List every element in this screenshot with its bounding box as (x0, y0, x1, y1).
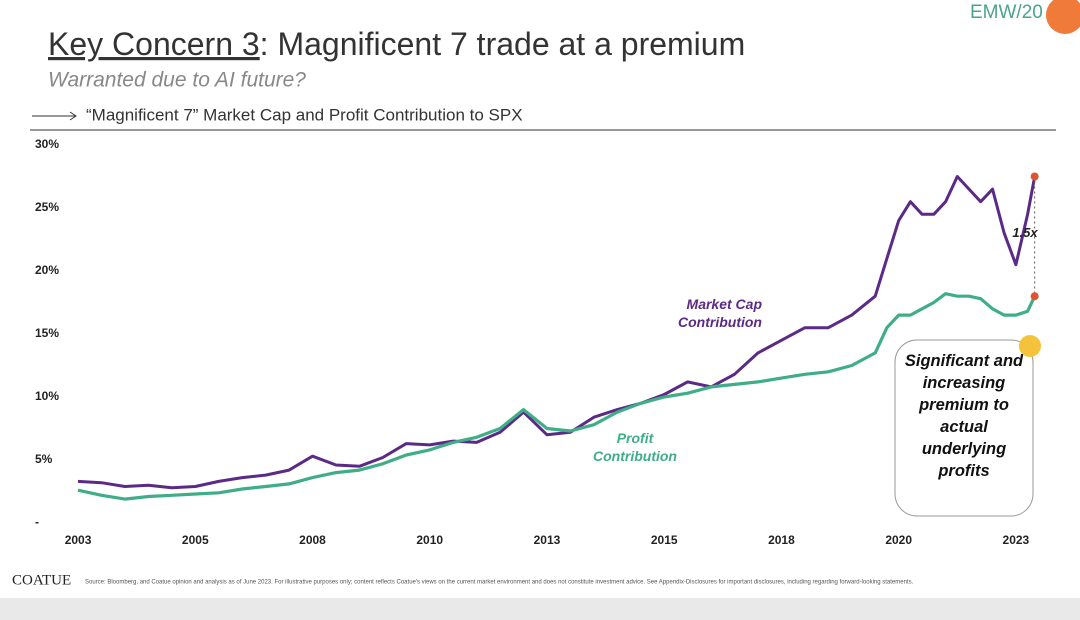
callout-box (894, 339, 1034, 517)
callout-text: Significant and increasing premium to ac… (904, 352, 1024, 480)
series-annotation: Market Cap Contribution (678, 296, 762, 330)
subtitle: Warranted due to AI future? (48, 69, 306, 92)
title-underlined: Key Concern 3 (48, 26, 260, 62)
y-tick-label: 15% (35, 326, 59, 340)
series-annotation: Profit Contribution (593, 430, 677, 464)
x-tick-label: 2023 (1003, 533, 1030, 547)
footer-band (0, 598, 1080, 620)
brand-icon (1046, 0, 1080, 34)
series-line (77, 292, 1037, 501)
ratio-label: 1.5x (1012, 225, 1038, 240)
y-tick-label: 10% (35, 389, 59, 403)
y-tick-label: 20% (35, 263, 59, 277)
x-tick-label: 2013 (534, 533, 561, 547)
end-marker (1030, 172, 1039, 181)
series-annotation-text: Profit Contribution (593, 430, 677, 464)
emoji (1019, 335, 1041, 357)
end-marker (1030, 292, 1039, 301)
title: Key Concern 3: Magnificent 7 trade at a … (48, 26, 745, 62)
arrow-head (69, 111, 77, 121)
y-tick-label: 5% (35, 452, 53, 466)
x-tick-label: 2015 (651, 533, 678, 547)
y-tick-label: 30% (35, 137, 59, 151)
series-annotation-text: Market Cap Contribution (678, 296, 762, 330)
y-tick-label: - (35, 515, 39, 529)
x-tick-label: 2020 (885, 533, 912, 547)
callout: Significant and increasing premium to ac… (904, 352, 1024, 480)
logo: COATUE (12, 572, 71, 588)
brand: EMW/20 (970, 2, 1043, 23)
x-tick-label: 2018 (768, 533, 795, 547)
x-tick-label: 2005 (182, 533, 209, 547)
x-tick-label: 2003 (65, 533, 92, 547)
x-tick-label: 2010 (416, 533, 443, 547)
source: Source: Bloomberg, and Coatue opinion an… (85, 580, 914, 586)
y-tick-label: 25% (35, 200, 59, 214)
x-tick-label: 2008 (299, 533, 326, 547)
title-rest: : Magnificent 7 trade at a premium (260, 26, 746, 62)
chart-title: “Magnificent 7” Market Cap and Profit Co… (86, 105, 523, 124)
